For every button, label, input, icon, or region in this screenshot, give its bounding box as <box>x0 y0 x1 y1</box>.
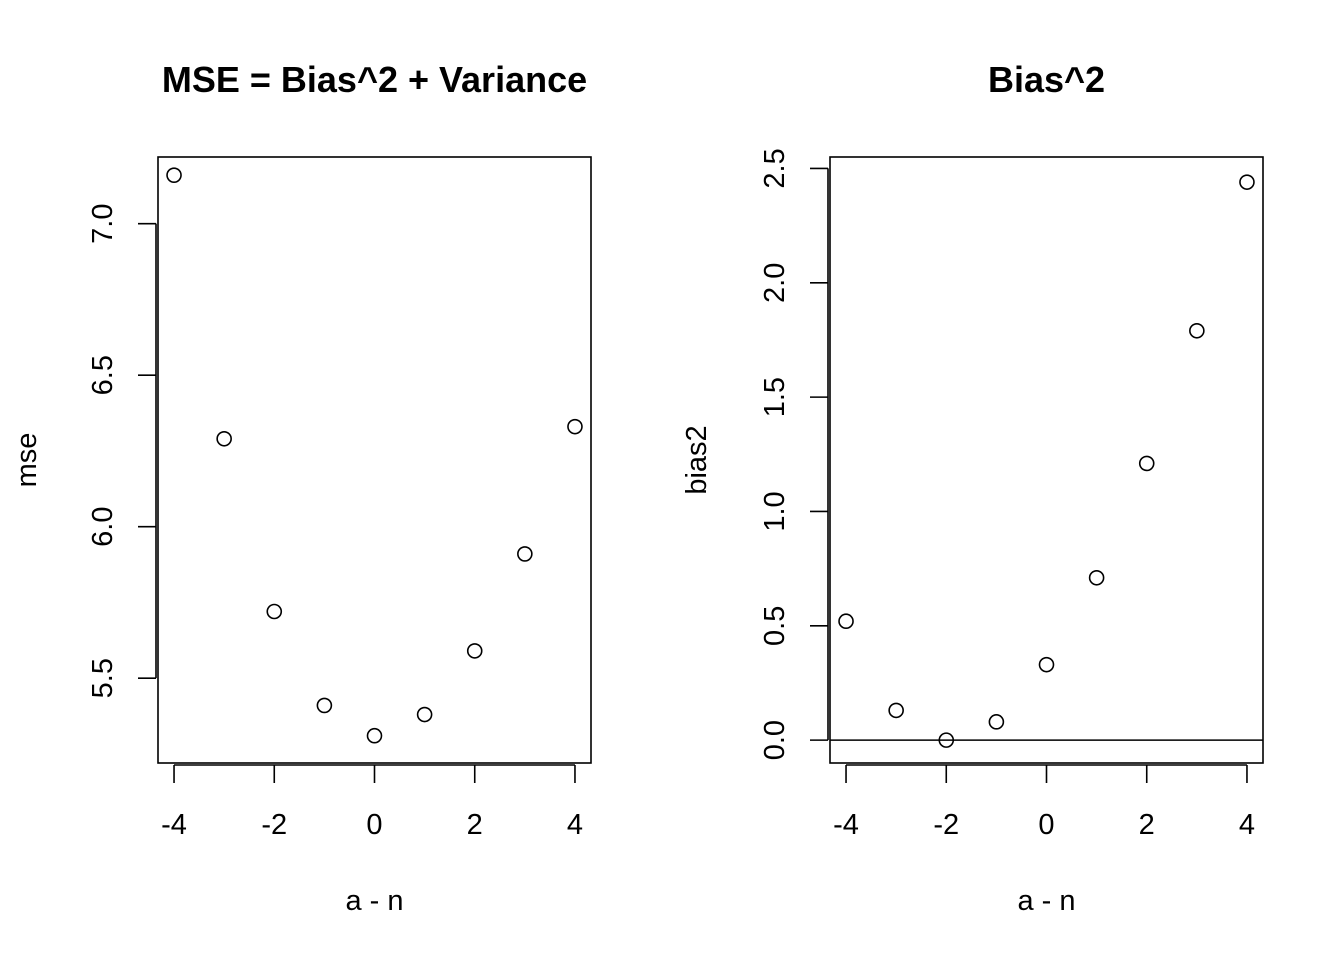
data-point <box>988 714 1005 730</box>
data-point <box>838 613 854 630</box>
x-tick-label: -2 <box>933 809 959 841</box>
x-tick-label: 0 <box>1038 809 1054 841</box>
plot-frame <box>157 156 592 764</box>
y-tick-label: 1.5 <box>759 377 791 417</box>
data-point <box>366 727 383 744</box>
y-tick-label: 1.0 <box>759 491 791 531</box>
mse-panel: MSE = Bias^2 + Variance -4 -2 0 2 4 5.5 6.0 6.5 7… <box>11 59 592 917</box>
x-tick-label: 2 <box>1139 809 1155 841</box>
x-tick-label: -4 <box>161 809 187 841</box>
y-tick-label: 6.5 <box>87 355 119 395</box>
y-tick-label: 5.5 <box>87 658 119 698</box>
plot-frame <box>829 156 1264 764</box>
x-tick-label: 2 <box>467 809 483 841</box>
data-point <box>166 167 182 183</box>
x-tick-label: 4 <box>567 809 583 841</box>
chart-title: MSE = Bias^2 + Variance <box>162 59 587 100</box>
y-tick-label: 0.0 <box>759 720 791 760</box>
data-point <box>1038 656 1055 673</box>
data-point <box>1088 569 1105 586</box>
data-point <box>266 603 283 620</box>
data-point <box>938 732 955 748</box>
data-point <box>1138 455 1155 472</box>
y-tick-label: 2.5 <box>759 148 791 188</box>
bias2-panel: Bias^2 -4 -2 0 2 4 0.0 0.5 1.0 1.5 2.0 2.5 a - n bias… <box>681 59 1264 917</box>
y-axis-label: mse <box>11 433 43 488</box>
x-tick-label: -4 <box>833 809 859 841</box>
data-point <box>888 702 904 719</box>
chart-title: Bias^2 <box>988 59 1105 100</box>
data-point <box>216 430 232 447</box>
x-tick-label: 0 <box>366 809 382 841</box>
y-tick-label: 7.0 <box>87 203 119 243</box>
data-point <box>567 418 583 435</box>
x-tick-label: -2 <box>261 809 287 841</box>
y-axis-label: bias2 <box>681 425 713 494</box>
data-point <box>316 697 333 714</box>
data-point <box>1239 174 1255 190</box>
data-point <box>1189 322 1205 339</box>
data-point <box>517 546 533 562</box>
y-tick-label: 0.5 <box>759 606 791 646</box>
data-point <box>416 706 433 723</box>
y-tick-label: 6.0 <box>87 506 119 546</box>
y-tick-label: 2.0 <box>759 263 791 303</box>
x-axis-label: a - n <box>1017 885 1075 917</box>
x-axis-label: a - n <box>345 885 403 917</box>
x-tick-label: 4 <box>1239 809 1255 841</box>
data-point <box>466 643 483 659</box>
